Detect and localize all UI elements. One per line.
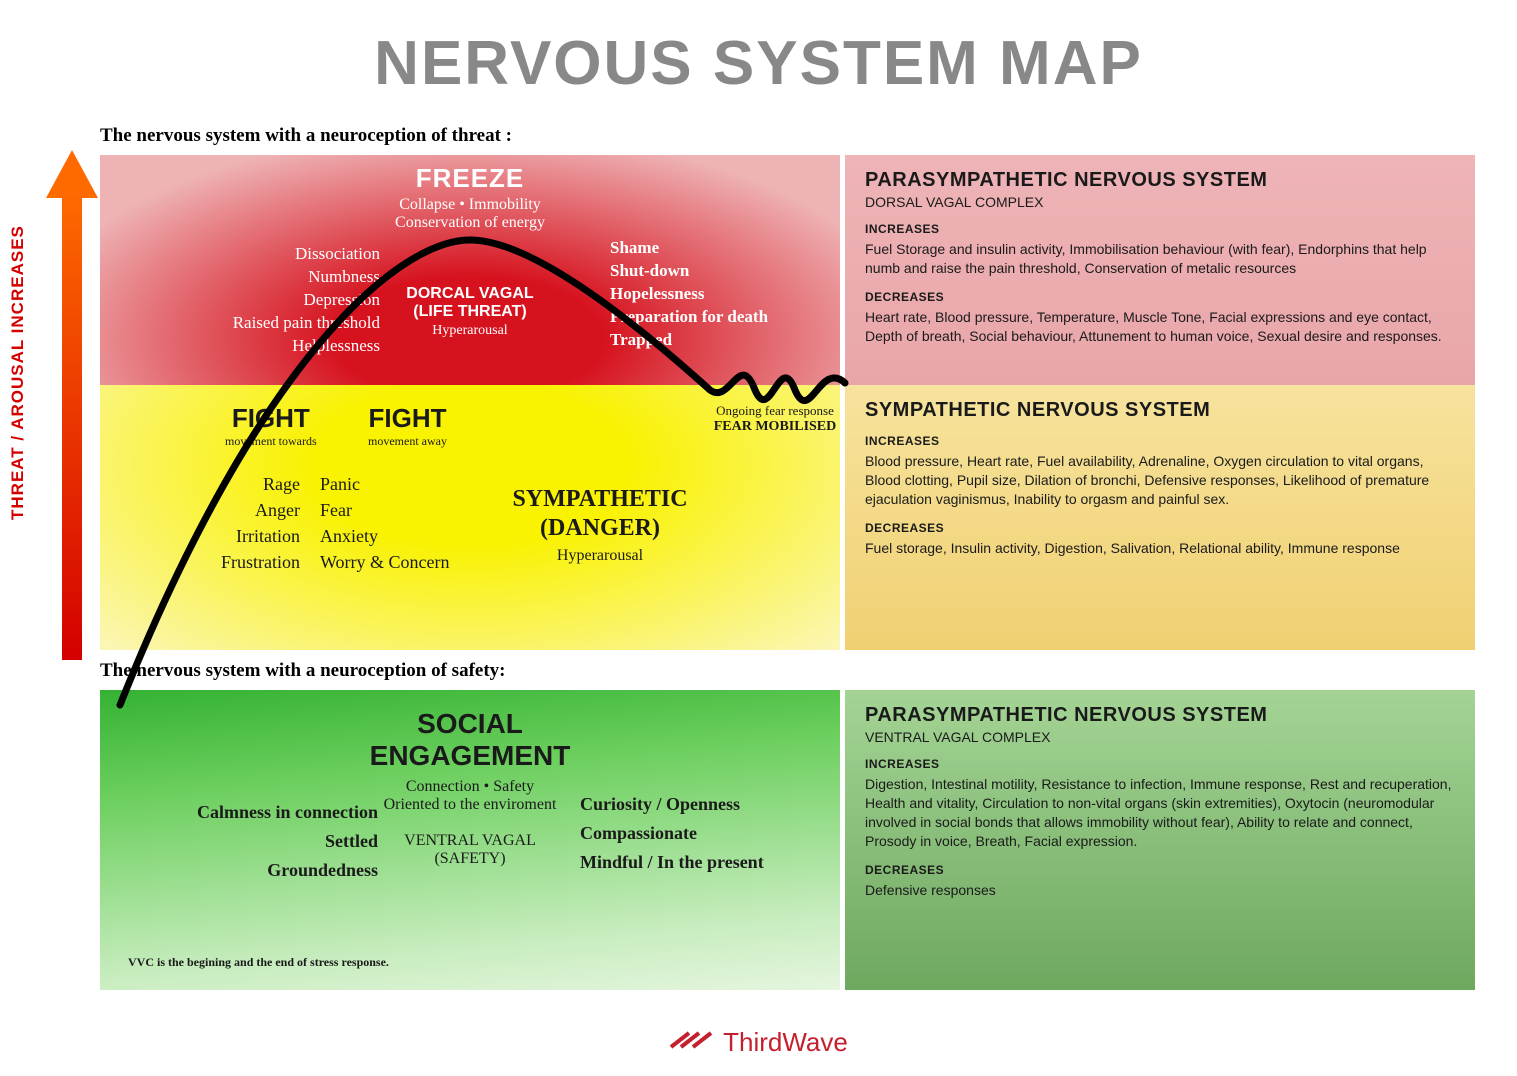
fight-away: FIGHT movement away xyxy=(368,403,447,449)
panel-yellow-inc-text: Blood pressure, Heart rate, Fuel availab… xyxy=(865,452,1455,509)
subtitle-threat: The nervous system with a neuroception o… xyxy=(100,125,512,147)
symp-title2: (DANGER) xyxy=(470,514,730,543)
freeze-sub1: Collapse • Immobility xyxy=(100,196,840,214)
panel-green-title: PARASYMPATHETIC NERVOUS SYSTEM xyxy=(865,704,1455,727)
fight2-title: FIGHT xyxy=(368,403,447,434)
fight-left-list: Rage Anger Irritation Frustration xyxy=(170,471,300,575)
panel-green-inc-text: Digestion, Intestinal motility, Resistan… xyxy=(865,775,1455,851)
zone-freeze: FREEZE Collapse • Immobility Conservatio… xyxy=(100,155,840,385)
panel-red-dec-label: DECREASES xyxy=(865,290,1455,304)
freeze-sub2: Conservation of energy xyxy=(100,214,840,232)
panel-parasympathetic-ventral: PARASYMPATHETIC NERVOUS SYSTEM VENTRAL V… xyxy=(845,690,1475,990)
subtitle-safety: The nervous system with a neuroception o… xyxy=(100,660,506,682)
panel-red-subtitle: DORSAL VAGAL COMPLEX xyxy=(865,194,1455,210)
dv-line3: Hyperarousal xyxy=(100,323,840,339)
state-shutdown: Shut-down xyxy=(610,260,870,283)
freeze-title: FREEZE xyxy=(100,163,840,194)
page-title: NERVOUS SYSTEM MAP xyxy=(0,0,1517,99)
panel-green-dec-text: Defensive responses xyxy=(865,881,1455,900)
panel-red-dec-text: Heart rate, Blood pressure, Temperature,… xyxy=(865,308,1455,346)
arousal-arrow: THREAT / AROUSAL INCREASES xyxy=(38,150,98,650)
symp-sub: Hyperarousal xyxy=(470,547,730,565)
state-irritation: Irritation xyxy=(170,523,300,549)
fear-mobilised: Ongoing fear response FEAR MOBILISED xyxy=(690,403,860,435)
panel-red-inc-label: INCREASES xyxy=(865,222,1455,236)
panel-green-subtitle: VENTRAL VAGAL COMPLEX xyxy=(865,729,1455,745)
fear-line2: FEAR MOBILISED xyxy=(690,419,860,435)
panel-yellow-dec-label: DECREASES xyxy=(865,521,1455,535)
zone-social: SOCIAL ENGAGEMENT Connection • Safety Or… xyxy=(100,690,840,990)
state-rage: Rage xyxy=(170,471,300,497)
state-dissociation: Dissociation xyxy=(100,243,380,266)
panel-yellow-dec-text: Fuel storage, Insulin activity, Digestio… xyxy=(865,539,1455,558)
fight1-sub: movement towards xyxy=(225,434,317,449)
sympathetic-label: SYMPATHETIC (DANGER) Hyperarousal xyxy=(470,485,730,565)
social-right-list: Curiosity / Openness Compassionate Mindf… xyxy=(580,790,840,876)
state-calmness: Calmness in connection xyxy=(128,798,378,827)
dv-line1: DORCAL VAGAL xyxy=(100,285,840,303)
panel-red-title: PARASYMPATHETIC NERVOUS SYSTEM xyxy=(865,169,1455,192)
logo-text: ThirdWave xyxy=(723,1027,848,1057)
footer: ThirdWave xyxy=(0,1027,1517,1058)
symp-title1: SYMPATHETIC xyxy=(470,485,730,514)
panel-green-inc-label: INCREASES xyxy=(865,757,1455,771)
panel-yellow-inc-label: INCREASES xyxy=(865,434,1455,448)
state-compassionate: Compassionate xyxy=(580,819,840,848)
state-curiosity: Curiosity / Openness xyxy=(580,790,840,819)
vvc-footnote: VVC is the begining and the end of stres… xyxy=(128,955,389,970)
arrow-shaft xyxy=(62,190,82,660)
dorsal-vagal-label: DORCAL VAGAL (LIFE THREAT) Hyperarousal xyxy=(100,285,840,339)
state-frustration: Frustration xyxy=(170,549,300,575)
arrow-label: THREAT / AROUSAL INCREASES xyxy=(8,220,28,520)
social-title2: ENGAGEMENT xyxy=(130,740,810,772)
main-diagram: FREEZE Collapse • Immobility Conservatio… xyxy=(100,155,840,650)
social-left-list: Calmness in connection Settled Groundedn… xyxy=(128,798,378,884)
fight1-title: FIGHT xyxy=(225,403,317,434)
fight-towards: FIGHT movement towards xyxy=(225,403,317,449)
state-groundedness: Groundedness xyxy=(128,856,378,885)
panel-red-inc-text: Fuel Storage and insulin activity, Immob… xyxy=(865,240,1455,278)
logo-icon xyxy=(669,1029,713,1056)
freeze-heading: FREEZE Collapse • Immobility Conservatio… xyxy=(100,163,840,232)
panel-parasympathetic-dorsal: PARASYMPATHETIC NERVOUS SYSTEM DORSAL VA… xyxy=(845,155,1475,385)
fight2-sub: movement away xyxy=(368,434,447,449)
state-settled: Settled xyxy=(128,827,378,856)
state-anger: Anger xyxy=(170,497,300,523)
social-title1: SOCIAL xyxy=(130,708,810,740)
panel-green-dec-label: DECREASES xyxy=(865,863,1455,877)
dv-line2: (LIFE THREAT) xyxy=(100,303,840,321)
fear-line1: Ongoing fear response xyxy=(690,403,860,419)
panel-sympathetic: SYMPATHETIC NERVOUS SYSTEM INCREASES Blo… xyxy=(845,385,1475,650)
panel-yellow-title: SYMPATHETIC NERVOUS SYSTEM xyxy=(865,399,1455,422)
state-mindful: Mindful / In the present xyxy=(580,848,840,877)
state-shame: Shame xyxy=(610,237,870,260)
